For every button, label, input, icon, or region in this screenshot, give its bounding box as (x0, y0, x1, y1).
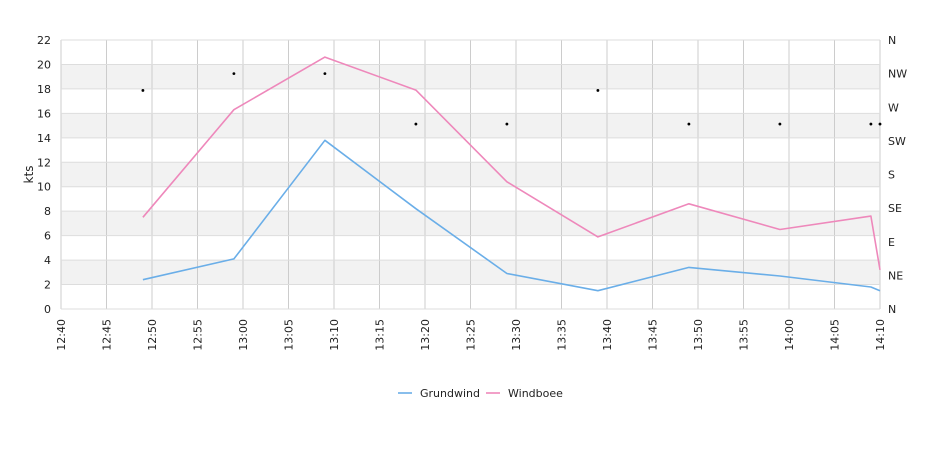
direction-tick-label: N (888, 303, 896, 316)
y-axis-title: kts (22, 166, 36, 184)
direction-marker (414, 122, 418, 126)
x-tick-label: 13:55 (738, 319, 751, 351)
direction-marker (141, 89, 145, 92)
direction-tick-label: N (888, 34, 896, 47)
direction-axis-ticks: N NE E SE S SW W NW N (888, 34, 907, 316)
y-tick-label: 2 (44, 279, 51, 292)
direction-tick-label: SE (888, 202, 902, 215)
y-tick-label: 8 (44, 205, 51, 218)
y-tick-label: 16 (37, 107, 51, 120)
x-tick-label: 12:45 (101, 319, 114, 351)
direction-tick-label: E (888, 236, 895, 249)
y-tick-label: 18 (37, 83, 51, 96)
direction-tick-label: NW (888, 68, 907, 81)
direction-tick-label: SW (888, 135, 906, 148)
y-tick-label: 4 (44, 254, 51, 267)
series-line-grundwind (142, 139, 881, 292)
vertical-gridlines (60, 40, 881, 309)
x-tick-label: 12:50 (146, 319, 159, 351)
direction-markers (141, 72, 882, 126)
direction-marker (323, 72, 327, 76)
series-lines (142, 56, 881, 292)
direction-marker (232, 72, 236, 76)
x-tick-label: 13:45 (647, 319, 660, 351)
direction-marker (687, 122, 691, 126)
x-tick-label: 13:25 (465, 319, 478, 351)
x-tick-label: 13:10 (328, 319, 341, 351)
y-tick-label: 12 (37, 156, 51, 169)
x-tick-label: 14:00 (783, 319, 796, 351)
x-tick-label: 12:40 (55, 319, 68, 351)
x-tick-label: 13:20 (419, 319, 432, 351)
x-tick-label: 13:40 (601, 319, 614, 351)
x-tick-label: 13:15 (374, 319, 387, 351)
x-tick-label: 13:05 (283, 319, 296, 351)
horizontal-gridlines (61, 39, 880, 310)
x-tick-label: 13:30 (510, 319, 523, 351)
direction-tick-label: W (888, 101, 899, 114)
x-tick-label: 14:05 (829, 319, 842, 351)
x-axis-ticks: 12:40 12:45 12:50 12:55 13:00 13:05 13:10 13:15… (55, 319, 887, 351)
y-tick-label: 22 (37, 34, 51, 47)
direction-marker (869, 122, 873, 126)
x-tick-label: 13:50 (692, 319, 705, 351)
x-tick-label: 14:10 (874, 319, 887, 351)
x-tick-label: 13:35 (556, 319, 569, 351)
direction-tick-label: S (888, 169, 895, 182)
direction-marker (778, 122, 782, 126)
x-tick-label: 12:55 (192, 319, 205, 351)
y-tick-label: 6 (44, 230, 51, 243)
direction-marker (596, 89, 600, 92)
legend-label: Windboee (508, 387, 563, 400)
legend: Grundwind Windboee (398, 387, 563, 400)
y-tick-label: 0 (44, 303, 51, 316)
y-tick-label: 10 (37, 181, 51, 194)
y-tick-label: 20 (37, 58, 51, 71)
y-axis-ticks: 0 2 4 6 8 10 12 14 16 18 20 22 (37, 34, 51, 316)
legend-label: Grundwind (420, 387, 480, 400)
direction-marker (878, 122, 882, 126)
x-tick-label: 13:00 (237, 319, 250, 351)
direction-marker (505, 122, 509, 126)
y-tick-label: 14 (37, 132, 51, 145)
series-line-windboee (142, 56, 881, 271)
direction-tick-label: NE (888, 269, 903, 282)
